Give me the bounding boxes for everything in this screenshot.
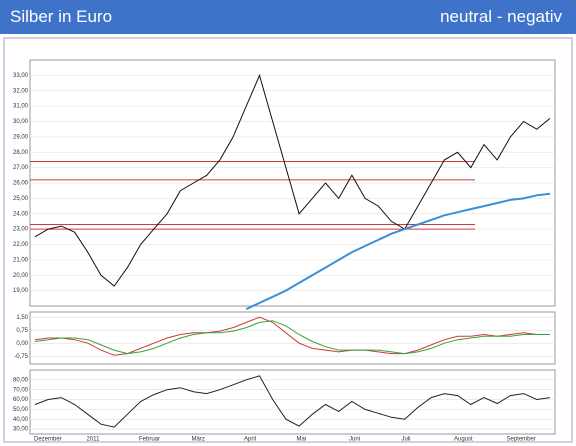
series-line [34,320,550,355]
rating: neutral - negativ [440,7,562,26]
x-tick-label: Juli [402,437,411,443]
x-tick-label: Dezember [34,437,62,443]
y-tick-label: 21,00 [13,257,29,263]
frame [3,37,573,443]
title: Silber in Euro [10,7,113,26]
y-tick-label: 20,00 [13,273,29,279]
panel [29,369,556,435]
y-tick-label: 22,00 [13,242,29,248]
series-line [34,375,551,428]
x-tick-label: September [507,437,536,443]
y-tick-label: 19,00 [13,288,29,294]
y-tick-label: 50,00 [13,407,29,413]
series-line [245,192,551,311]
x-tick-label: 2011 [87,437,101,443]
y-tick-label: 30,00 [13,119,29,125]
y-tick-label: 25,00 [13,196,29,202]
y-tick-label: 80,00 [13,377,29,383]
y-tick-label: 0,75 [16,328,28,334]
y-tick-label: 70,00 [13,387,29,393]
y-tick-label: 24,00 [13,211,29,217]
y-tick-label: 31,00 [13,104,29,110]
panel [29,311,556,365]
x-tick-label: März [192,437,205,443]
x-tick-label: April [244,437,256,443]
series-line [34,73,551,287]
x-tick-label: Februar [139,437,160,443]
y-tick-label: -0,75 [14,354,28,360]
y-tick-label: 33,00 [13,73,29,79]
x-tick-label: August [454,437,473,443]
chart: 19,00 20,00 21,00 22,00 23,00 24,00 25,00 26,00… [3,37,573,443]
y-tick-label: 0,00 [16,341,28,347]
y-tick-label: 23,00 [13,227,29,233]
y-tick-label: 60,00 [13,397,29,403]
x-tick-label: Juni [349,437,360,443]
y-tick-label: 30,00 [13,427,29,433]
x-tick-label: Mai [297,437,307,443]
y-tick-label: 32,00 [13,88,29,94]
y-tick-label: 27,00 [13,165,29,171]
y-tick-label: 40,00 [13,417,29,423]
series-line [34,316,550,356]
y-tick-label: 29,00 [13,134,29,140]
y-tick-label: 26,00 [13,181,29,187]
header: Silber in Euro neutral - negativ [0,0,576,34]
y-tick-label: 28,00 [13,150,29,156]
y-tick-label: 1,50 [16,315,28,321]
